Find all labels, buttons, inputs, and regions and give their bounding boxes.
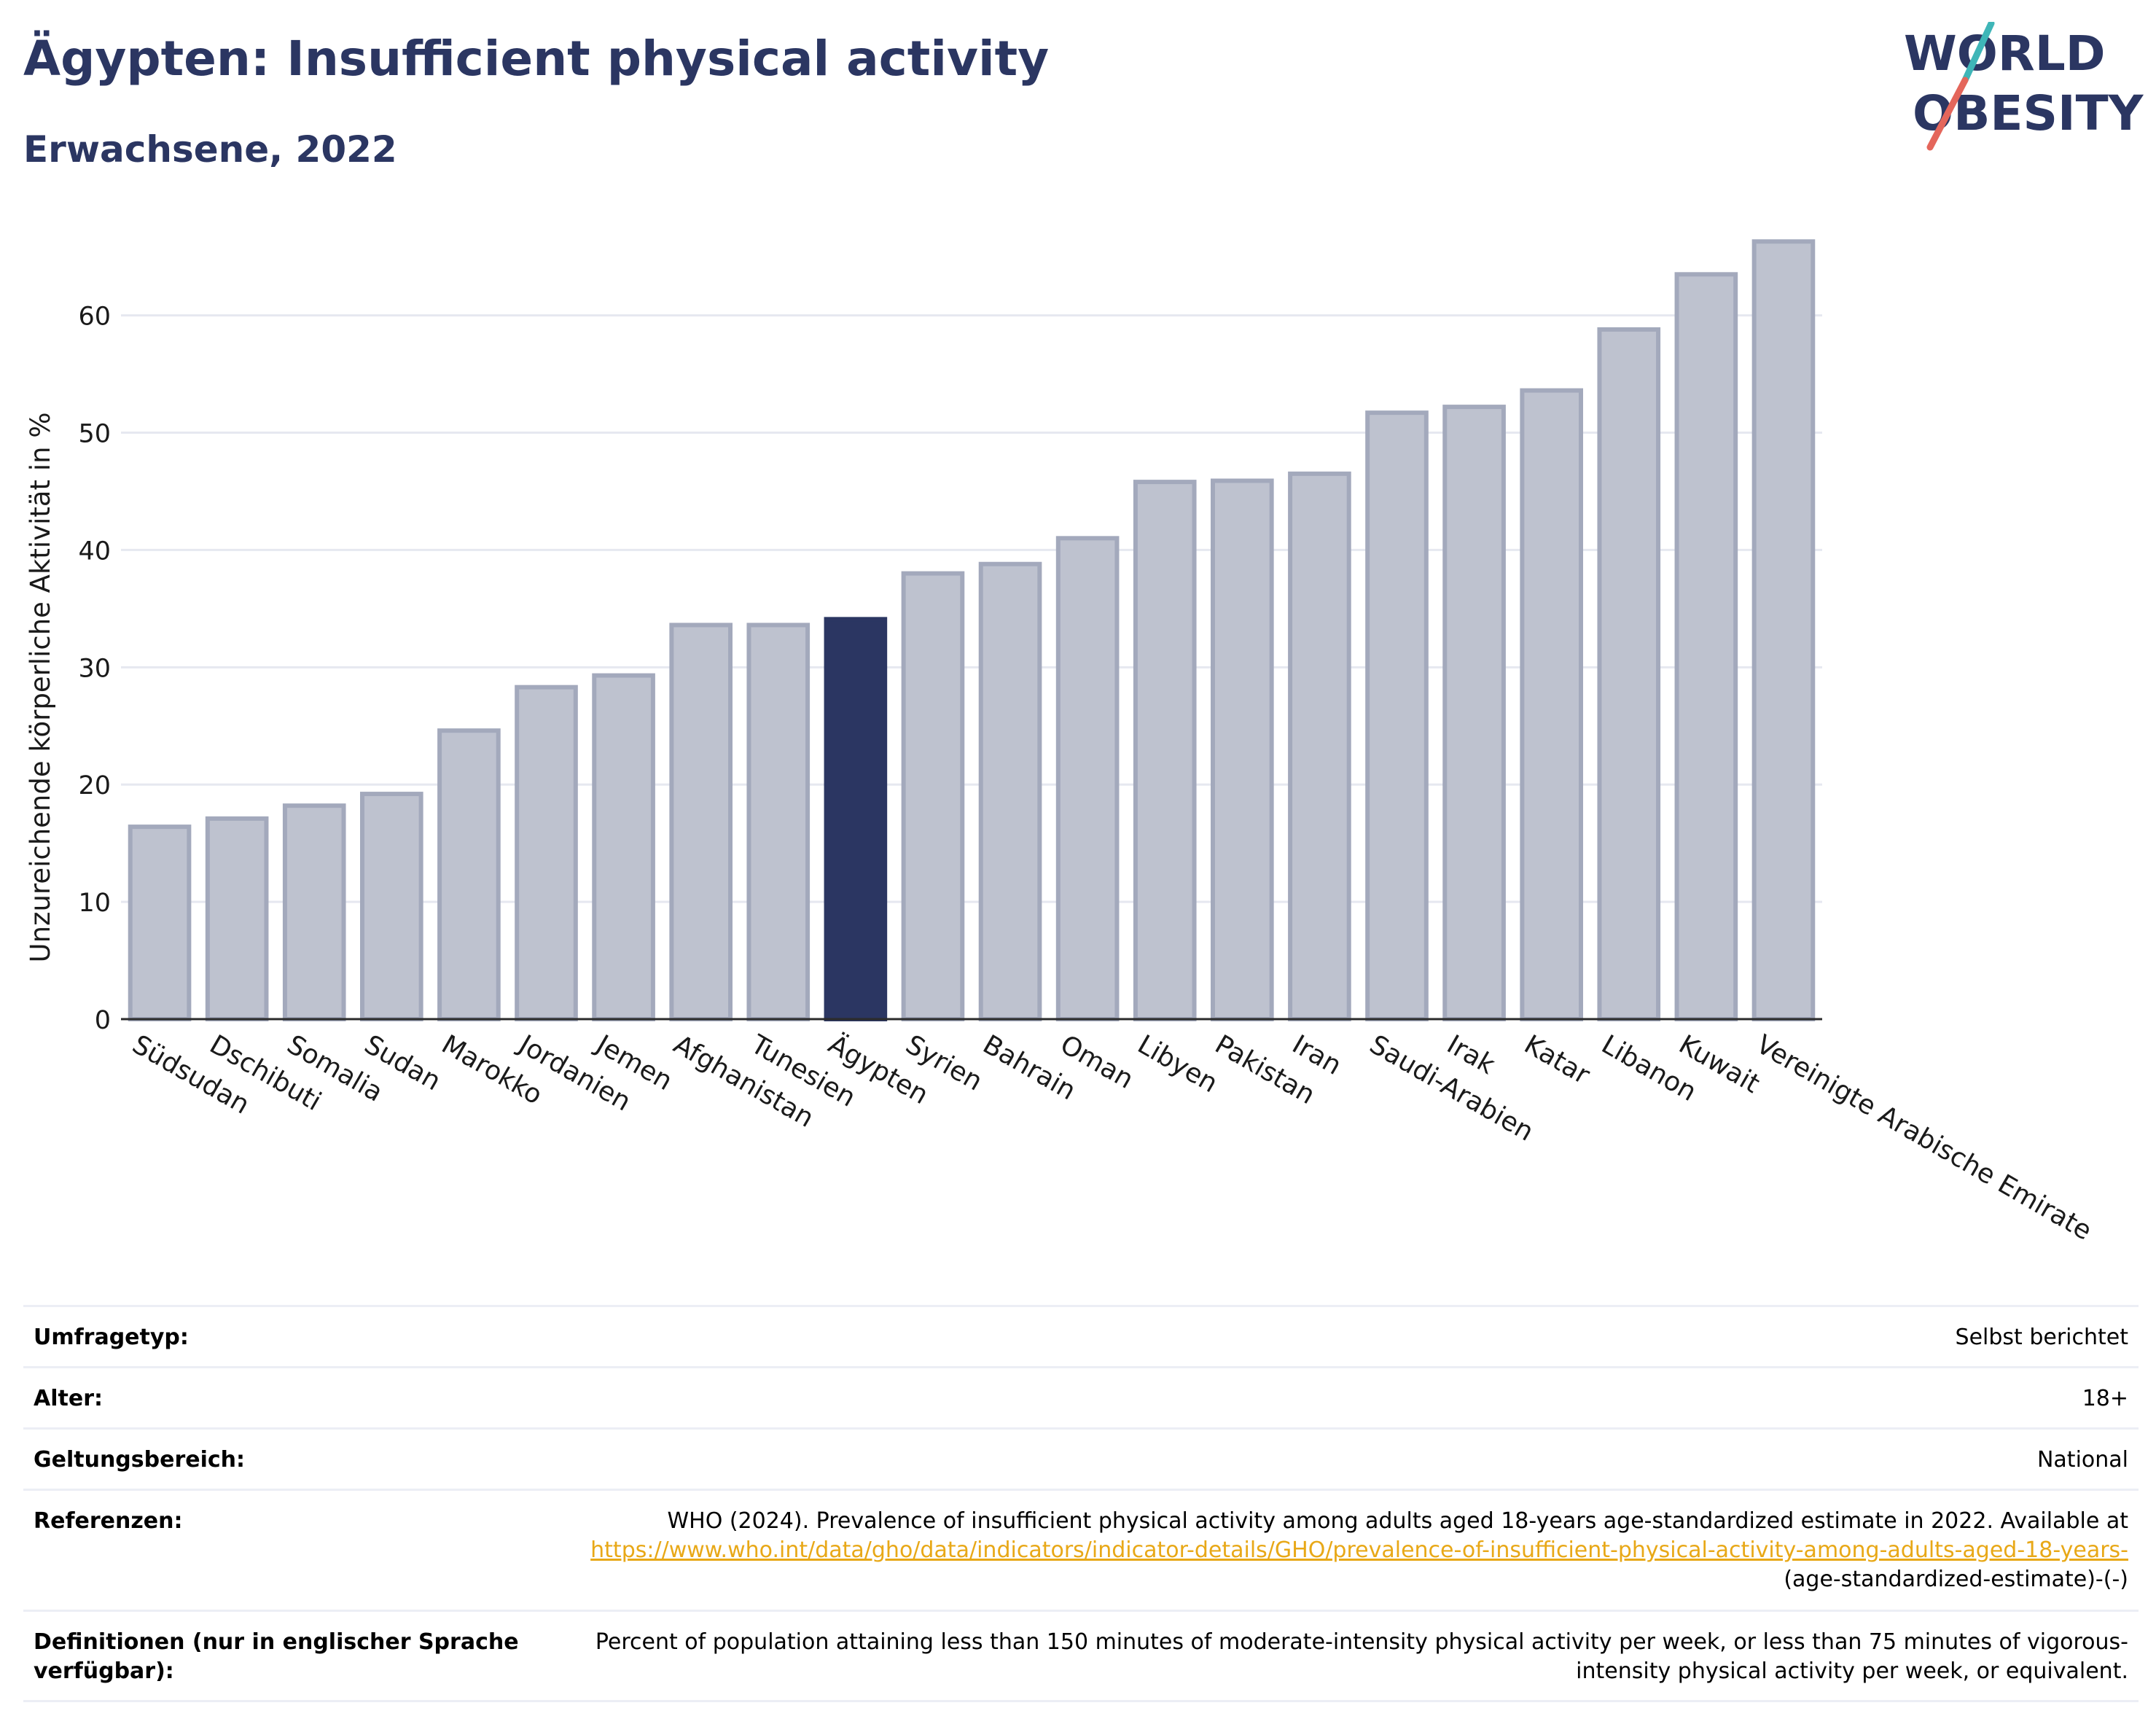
y-tick-label: 30	[78, 654, 111, 683]
bar	[1133, 480, 1197, 1021]
y-tick-label: 20	[78, 771, 111, 800]
y-tick-label: 60	[78, 303, 111, 332]
y-tick-label: 50	[78, 420, 111, 449]
bar	[1211, 478, 1274, 1021]
bar	[360, 792, 423, 1021]
bar-highlight	[824, 617, 888, 1021]
bar-chart: 0 10 20 30 40 50 60 SüdsudanDschibutiSomaliaSu…	[25, 239, 2097, 1247]
reference-link[interactable]: https://www.who.int/data/gho/data/indica…	[590, 1537, 2128, 1563]
y-axis-ticks: 0 10 20 30 40 50 60	[78, 303, 111, 1035]
page-title: Ägypten: Insufficient physical activity	[23, 31, 1050, 87]
info-table: Umfragetyp: Selbst berichtet Alter: 18+ …	[23, 1305, 2139, 1702]
world-obesity-logo: WORLD OBESITY	[1904, 22, 2144, 151]
info-row-definitions: Definitionen (nur in englischer Sprache …	[23, 1612, 2139, 1702]
bar	[1442, 405, 1506, 1021]
bar	[128, 824, 192, 1021]
bar	[1288, 471, 1351, 1021]
logo-slash-bottom	[1926, 77, 1969, 151]
x-tick-label: Vereinigte Arabische Emirate	[1751, 1029, 2096, 1246]
bar	[978, 561, 1042, 1021]
bar	[1597, 327, 1661, 1021]
survey-type-value: Selbst berichtet	[1955, 1325, 2128, 1350]
reference-suffix: (age-standardized-estimate)-(-)	[1784, 1567, 2128, 1592]
bar	[1365, 410, 1429, 1021]
definitions-value: Percent of population attaining less tha…	[595, 1629, 2128, 1684]
survey-type-label: Umfragetyp:	[34, 1325, 189, 1350]
info-row-references: Referenzen: WHO (2024). Prevalence of in…	[23, 1491, 2139, 1612]
bar	[1520, 388, 1583, 1021]
bar	[437, 728, 501, 1021]
bar	[1751, 239, 1816, 1021]
info-row-survey: Umfragetyp: Selbst berichtet	[23, 1307, 2139, 1368]
logo-slash-top	[1961, 22, 1995, 84]
logo-word-world: WORLD	[1904, 26, 2106, 82]
age-label: Alter:	[34, 1386, 103, 1411]
scope-value: National	[2036, 1447, 2128, 1473]
bar	[282, 803, 346, 1022]
y-axis-title: Unzureichende körperliche Aktivität in %	[25, 413, 56, 963]
scope-label: Geltungsbereich:	[34, 1447, 246, 1473]
y-tick-label: 40	[78, 537, 111, 566]
bar	[515, 685, 578, 1021]
references-value: WHO (2024). Prevalence of insufficient p…	[590, 1507, 2128, 1594]
page-subtitle: Erwachsene, 2022	[23, 128, 397, 171]
bar	[592, 673, 655, 1021]
references-label: Referenzen:	[34, 1508, 183, 1534]
info-row-scope: Geltungsbereich: National	[23, 1430, 2139, 1491]
reference-text: WHO (2024). Prevalence of insufficient p…	[667, 1508, 2128, 1534]
bar	[1055, 536, 1120, 1021]
bar	[901, 571, 965, 1021]
x-tick-label: Libyen	[1133, 1029, 1223, 1099]
y-tick-label: 0	[95, 1006, 111, 1035]
definitions-label: Definitionen (nur in englischer Sprache …	[34, 1629, 519, 1684]
bars	[128, 239, 1816, 1022]
bar	[746, 623, 811, 1021]
x-tick-label: Katar	[1519, 1029, 1595, 1091]
bar	[1674, 272, 1738, 1022]
bar	[205, 816, 269, 1021]
y-tick-label: 10	[78, 889, 111, 918]
x-axis-labels: SüdsudanDschibutiSomaliaSudanMarokkoJord…	[128, 1029, 2097, 1246]
age-value: 18+	[2082, 1386, 2128, 1411]
bar	[669, 623, 733, 1021]
info-row-age: Alter: 18+	[23, 1368, 2139, 1430]
